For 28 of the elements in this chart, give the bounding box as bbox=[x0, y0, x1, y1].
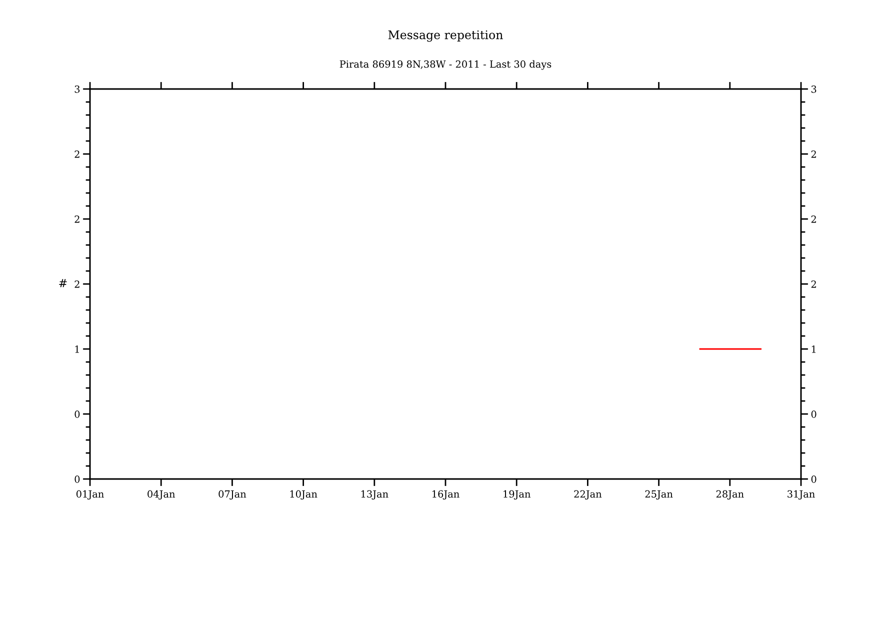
x-tick-label: 28Jan bbox=[716, 490, 744, 500]
y2-tick-label: 2 bbox=[811, 215, 816, 223]
chart-subtitle: Pirata 86919 8N,38W - 2011 - Last 30 days bbox=[340, 60, 552, 70]
x-tick-label: 19Jan bbox=[504, 490, 530, 500]
chart-title: Message repetition bbox=[388, 30, 503, 42]
y-tick-label: 0 bbox=[74, 475, 80, 483]
y-tick-label: 1 bbox=[75, 345, 79, 353]
x-tick-label: 04Jan bbox=[148, 490, 175, 500]
y-tick-label: 2 bbox=[74, 215, 80, 223]
x-tick-label: 07Jan bbox=[218, 490, 246, 500]
x-tick-label: 31Jan bbox=[788, 490, 815, 500]
x-tick-label: 22Jan bbox=[574, 490, 602, 500]
y-tick-label: 2 bbox=[74, 150, 80, 158]
y2-tick-label: 2 bbox=[811, 280, 816, 288]
y2-tick-label: 0 bbox=[811, 475, 816, 483]
x-tick-label: 10Jan bbox=[290, 490, 318, 500]
y-tick-label: 3 bbox=[74, 85, 80, 93]
y2-tick-label: 2 bbox=[811, 150, 816, 158]
y2-tick-label: 3 bbox=[811, 85, 816, 93]
y2-tick-label: 0 bbox=[811, 410, 816, 418]
y-tick-label: 2 bbox=[74, 280, 80, 288]
y-axis-title: # bbox=[59, 279, 67, 288]
x-tick-label: 16Jan bbox=[432, 490, 460, 500]
y2-tick-label: 1 bbox=[812, 345, 816, 353]
x-tick-label: 01Jan bbox=[76, 490, 104, 500]
x-tick-label: 25Jan bbox=[645, 490, 673, 500]
y-tick-label: 0 bbox=[74, 410, 80, 418]
x-tick-label: 13Jan bbox=[361, 490, 388, 500]
